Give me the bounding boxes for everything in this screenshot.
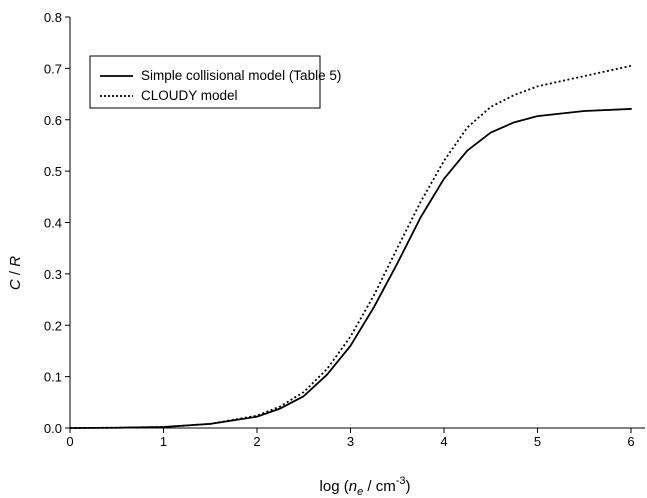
- x-tick-label: 1: [160, 434, 167, 449]
- y-tick-label: 0.8: [44, 10, 62, 25]
- y-tick-label: 0.3: [44, 267, 62, 282]
- y-tick-label: 0.1: [44, 370, 62, 385]
- y-tick-label: 0.0: [44, 421, 62, 436]
- x-tick-label: 0: [66, 434, 73, 449]
- series-line-cloudy: [69, 64, 632, 429]
- legend-label-simple: Simple collisional model (Table 5): [141, 68, 341, 83]
- x-tick-label: 2: [253, 434, 260, 449]
- x-axis-title: log (ne / cm-3): [320, 475, 411, 498]
- x-tick-label: 4: [440, 434, 447, 449]
- legend-box: [89, 55, 321, 109]
- x-tick-label: 3: [347, 434, 354, 449]
- legend-label-cloudy: CLOUDY model: [141, 88, 238, 103]
- series-layer: [69, 64, 632, 429]
- y-axis-title: C / R: [7, 256, 24, 290]
- x-tick-label: 5: [534, 434, 541, 449]
- y-tick-label: 0.5: [44, 164, 62, 179]
- y-tick-label: 0.2: [44, 318, 62, 333]
- legend: Simple collisional model (Table 5) CLOUD…: [89, 55, 341, 109]
- series-line-simple-collisional: [69, 108, 632, 429]
- ticks: 0 1 2 3 4 5 6 0.0 0.1 0.2 0.3 0.4 0.5 0.6 0.7 0.8: [44, 10, 635, 449]
- y-tick-label: 0.4: [44, 216, 62, 231]
- x-tick-label: 6: [627, 434, 634, 449]
- y-tick-label: 0.7: [44, 61, 62, 76]
- y-tick-label: 0.6: [44, 113, 62, 128]
